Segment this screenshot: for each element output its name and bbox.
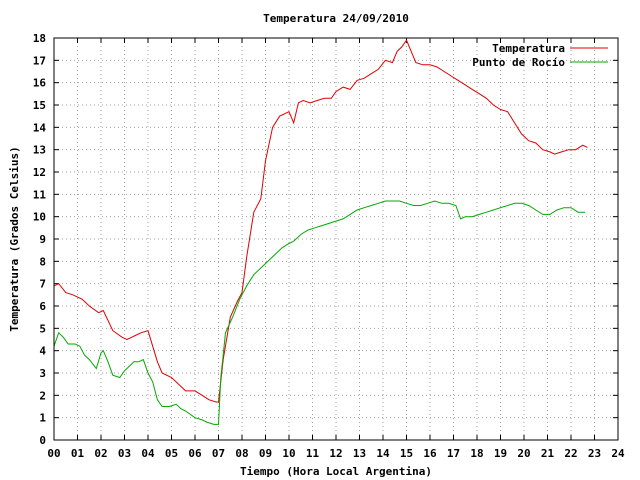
y-tick-label: 2	[39, 389, 46, 402]
y-tick-label: 15	[33, 99, 46, 112]
legend-label-punto-de-rocio: Punto de Rocío	[472, 56, 565, 69]
series-line-0	[53, 39, 588, 403]
x-tick-label: 10	[282, 447, 295, 460]
y-tick-label: 3	[39, 367, 46, 380]
x-axis-label: Tiempo (Hora Local Argentina)	[240, 465, 432, 478]
grid-lines	[54, 38, 618, 440]
y-tick-label: 12	[33, 166, 46, 179]
chart-title: Temperatura 24/09/2010	[263, 12, 409, 25]
y-tick-label: 16	[33, 77, 47, 90]
y-tick-label: 6	[39, 300, 46, 313]
y-axis-label: Temperatura (Grados Celsius)	[8, 146, 21, 331]
x-tick-label: 23	[588, 447, 601, 460]
y-tick-label: 14	[33, 121, 47, 134]
x-tick-label: 11	[306, 447, 320, 460]
x-tick-label: 05	[165, 447, 178, 460]
y-tick-label: 4	[39, 345, 46, 358]
x-tick-label: 16	[423, 447, 437, 460]
x-tick-label: 17	[447, 447, 460, 460]
x-tick-label: 02	[94, 447, 107, 460]
x-tick-label: 22	[564, 447, 577, 460]
x-tick-label: 13	[353, 447, 366, 460]
x-tick-label: 24	[611, 447, 625, 460]
x-tick-label: 18	[470, 447, 483, 460]
tick-labels: 00 01 02 03 04 05 06 07 08 09 10 11 12 13 14 15 16 17 18 19…	[33, 32, 625, 460]
y-tick-label: 9	[39, 233, 46, 246]
plot-frame	[53, 37, 619, 441]
y-tick-label: 17	[33, 54, 46, 67]
x-tick-label: 14	[376, 447, 390, 460]
y-tick-label: 7	[39, 278, 46, 291]
y-tick-label: 18	[33, 32, 46, 45]
series-line-1	[53, 200, 586, 425]
y-tick-label: 0	[39, 434, 46, 447]
series-lines	[53, 39, 588, 425]
x-tick-label: 08	[235, 447, 248, 460]
y-tick-label: 5	[39, 322, 46, 335]
y-tick-label: 8	[39, 255, 46, 268]
y-tick-label: 1	[39, 412, 46, 425]
legend-label-temperatura: Temperatura	[492, 42, 565, 55]
x-tick-label: 00	[47, 447, 60, 460]
x-tick-label: 12	[329, 447, 342, 460]
x-tick-label: 09	[259, 447, 272, 460]
x-tick-label: 04	[141, 447, 155, 460]
x-tick-label: 01	[71, 447, 85, 460]
x-tick-label: 06	[188, 447, 202, 460]
x-tick-label: 21	[541, 447, 555, 460]
y-tick-label: 13	[33, 144, 46, 157]
y-tick-label: 11	[33, 188, 47, 201]
x-tick-label: 19	[494, 447, 507, 460]
x-tick-label: 15	[400, 447, 413, 460]
y-tick-label: 10	[33, 211, 46, 224]
x-tick-label: 20	[517, 447, 530, 460]
legend: Temperatura Punto de Rocío	[472, 42, 608, 69]
x-tick-label: 07	[212, 447, 225, 460]
x-tick-label: 03	[118, 447, 131, 460]
